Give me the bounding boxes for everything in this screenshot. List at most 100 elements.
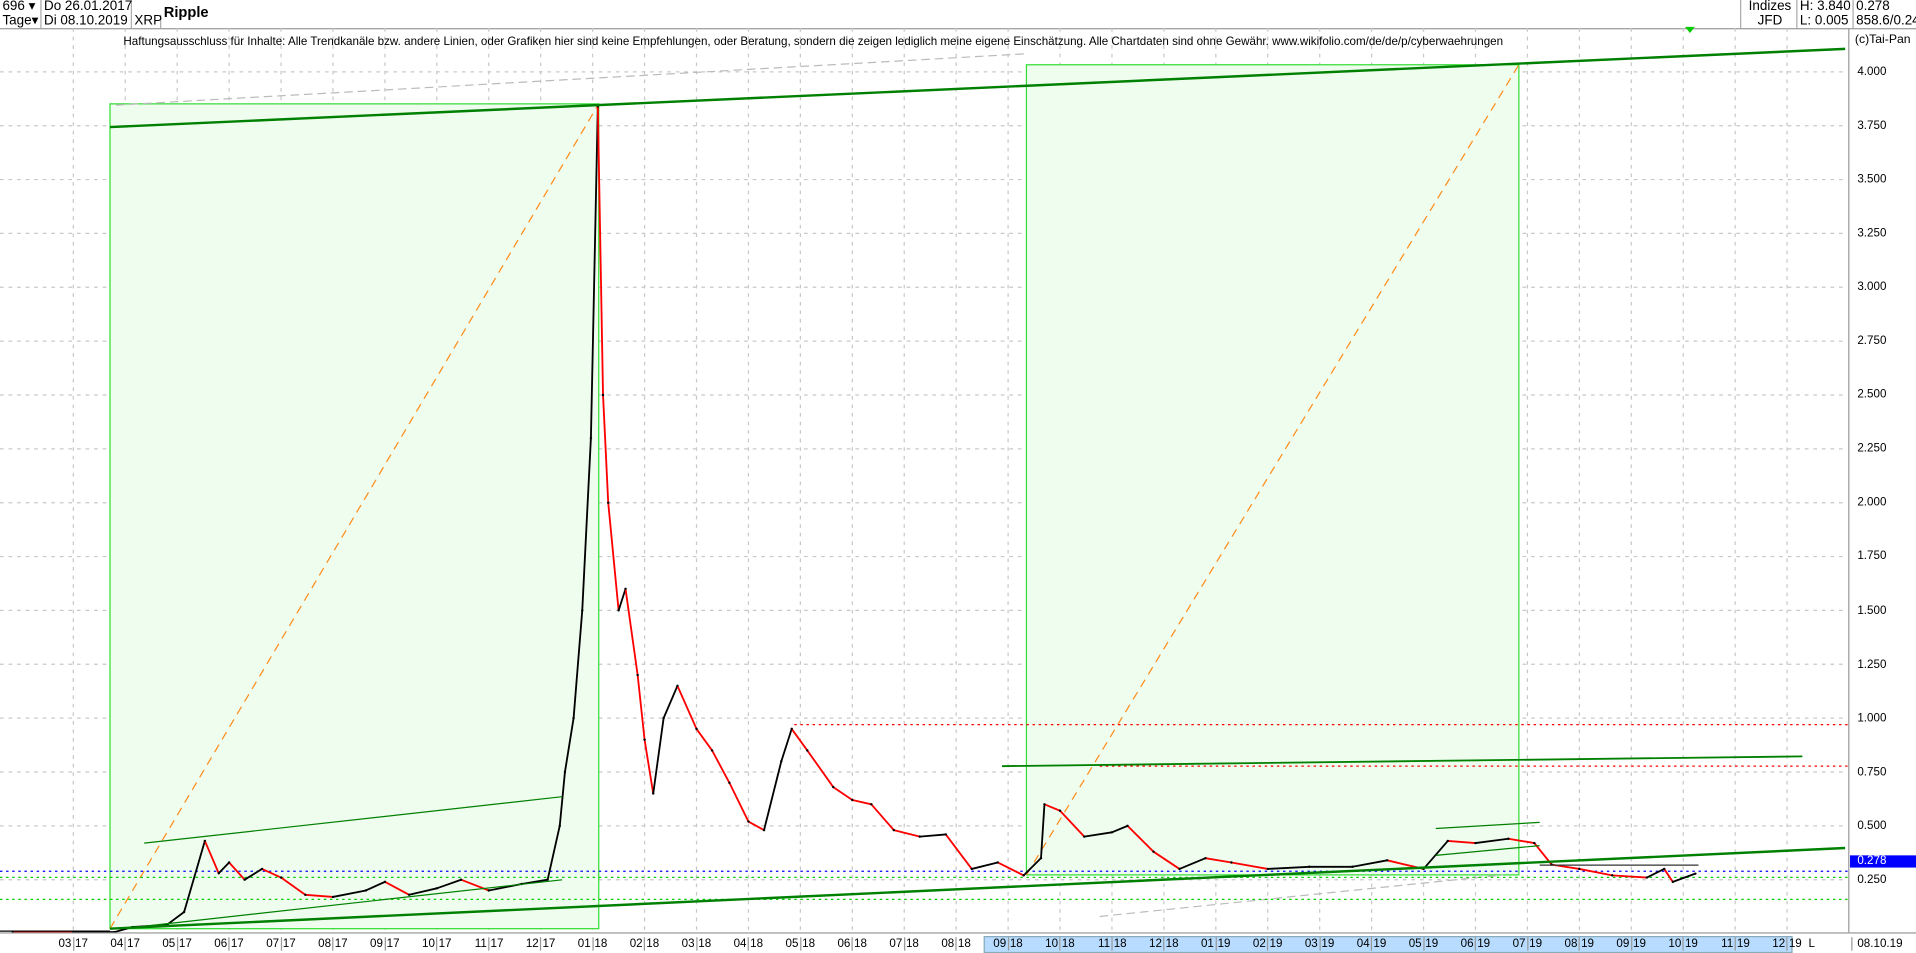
y-tick-label: 2.250 bbox=[1857, 442, 1886, 455]
price-point bbox=[676, 685, 678, 687]
y-tick-label: 1.250 bbox=[1857, 658, 1886, 671]
y-tick-label: 3.250 bbox=[1857, 227, 1886, 240]
price-segment bbox=[638, 675, 645, 740]
price-point bbox=[780, 760, 782, 762]
price-point bbox=[183, 911, 185, 913]
disclaimer: Haftungsausschluss für Inhalte: Alle Tre… bbox=[123, 35, 1503, 48]
copyright: (c)Tai-Pan bbox=[1855, 33, 1911, 46]
price-point bbox=[1111, 831, 1113, 833]
price-point bbox=[624, 588, 626, 590]
price-point bbox=[1663, 868, 1665, 870]
price-point bbox=[243, 878, 245, 880]
price-point bbox=[636, 674, 638, 676]
marker-triangle-icon bbox=[1685, 27, 1695, 33]
price-point bbox=[408, 894, 410, 896]
price-point bbox=[607, 501, 609, 503]
l-marker[interactable]: L bbox=[1808, 937, 1814, 950]
price-point bbox=[559, 825, 561, 827]
price-point bbox=[460, 878, 462, 880]
price-segment bbox=[697, 729, 713, 751]
price-point bbox=[304, 894, 306, 896]
price-point bbox=[546, 878, 548, 880]
y-tick-label: 1.750 bbox=[1857, 550, 1886, 563]
y-tick-label: 2.750 bbox=[1857, 334, 1886, 347]
price-point bbox=[1040, 857, 1042, 859]
price-segment bbox=[946, 834, 972, 868]
price-segment bbox=[729, 783, 748, 822]
price-point bbox=[662, 717, 664, 719]
price-segment bbox=[998, 862, 1024, 875]
trend-channel-top bbox=[110, 49, 1845, 127]
price-segment bbox=[712, 750, 729, 782]
y-tick-label: 1.000 bbox=[1857, 711, 1886, 724]
y-tick-label: 3.500 bbox=[1857, 173, 1886, 186]
y-tick-label: 2.000 bbox=[1857, 496, 1886, 509]
price-segment bbox=[653, 718, 663, 793]
price-point bbox=[1230, 861, 1232, 863]
price-point bbox=[581, 609, 583, 611]
current-price-label: 0.278 bbox=[1850, 855, 1916, 867]
price-point bbox=[218, 872, 220, 874]
price-point bbox=[1672, 881, 1674, 883]
price-point bbox=[728, 782, 730, 784]
price-point bbox=[945, 833, 947, 835]
price-point bbox=[602, 394, 604, 396]
price-point bbox=[1083, 835, 1085, 837]
price-point bbox=[1126, 825, 1128, 827]
price-segment bbox=[1579, 869, 1612, 875]
price-point bbox=[652, 792, 654, 794]
price-point bbox=[228, 861, 230, 863]
price-point bbox=[1447, 840, 1449, 842]
price-point bbox=[1152, 850, 1154, 852]
price-point bbox=[971, 868, 973, 870]
price-point bbox=[870, 803, 872, 805]
y-tick-label: 4.000 bbox=[1857, 65, 1886, 78]
gray-dashed-line bbox=[1100, 875, 1503, 917]
price-point bbox=[204, 840, 206, 842]
price-point bbox=[384, 881, 386, 883]
price-point bbox=[1059, 810, 1061, 812]
price-point bbox=[695, 728, 697, 730]
price-point bbox=[590, 437, 592, 439]
price-point bbox=[1694, 872, 1696, 874]
price-point bbox=[851, 799, 853, 801]
price-point bbox=[1204, 857, 1206, 859]
price-segment bbox=[833, 787, 852, 800]
price-segment bbox=[645, 740, 654, 794]
price-point bbox=[1646, 876, 1648, 878]
price-segment bbox=[1647, 869, 1664, 878]
price-point bbox=[1533, 842, 1535, 844]
price-point bbox=[1043, 803, 1045, 805]
y-tick-label: 3.000 bbox=[1857, 281, 1886, 294]
price-segment bbox=[664, 686, 678, 718]
y-tick-label: 3.750 bbox=[1857, 119, 1886, 132]
price-segment bbox=[792, 729, 808, 751]
price-segment bbox=[972, 862, 998, 868]
